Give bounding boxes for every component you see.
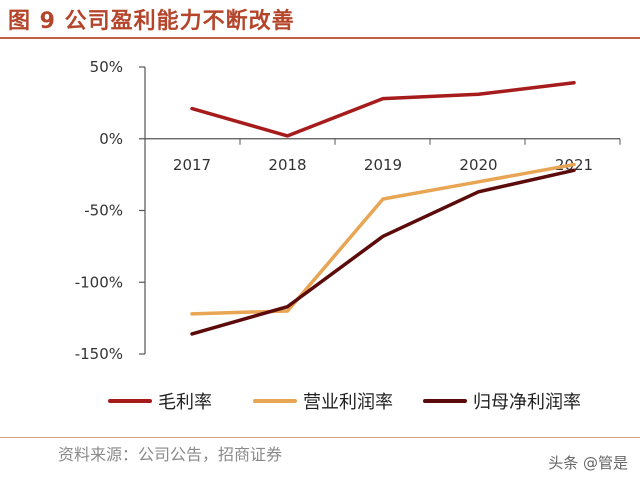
chart-title: 图 9 公司盈利能力不断改善 (8, 9, 295, 34)
source-divider (0, 437, 640, 438)
x-tick-label: 2020 (459, 156, 497, 174)
legend-label: 归母净利润率 (473, 392, 581, 413)
source-note: 资料来源：公司公告，招商证券 (58, 445, 283, 464)
y-tick-label: -100% (75, 273, 123, 291)
watermark: 头条 @管是 (548, 454, 628, 472)
line-chart: 50%0%-50%-100%-150%2017 2018 2019 2020 2021 … (75, 58, 621, 413)
legend-label: 毛利率 (158, 392, 212, 413)
x-tick-label: 2017 (173, 156, 211, 174)
x-tick-label: 2018 (268, 156, 306, 174)
series-line-1 (190, 81, 576, 138)
y-tick-label: 0% (99, 130, 123, 148)
y-tick-label: 50% (90, 58, 123, 76)
series-line-2 (190, 162, 576, 316)
series-lines (190, 81, 576, 336)
y-tick-label: -50% (84, 202, 123, 220)
chart-legend: 毛利率 营业利润率 归母净利润率 (108, 392, 581, 413)
x-tick-label: 2019 (364, 156, 402, 174)
series-line-3 (190, 168, 576, 336)
legend-label: 营业利润率 (303, 392, 393, 413)
y-tick-label: -150% (75, 345, 123, 363)
title-divider (0, 37, 640, 39)
chart-axes: 50%0%-50%-100%-150%2017 2018 2019 2020 2021 (75, 58, 621, 363)
